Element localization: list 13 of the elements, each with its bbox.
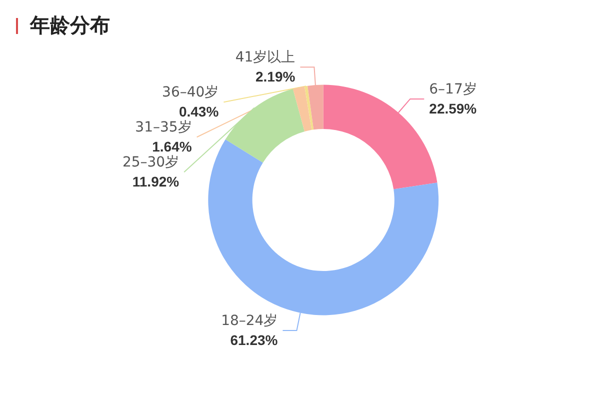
data-label: 0.43% [178,104,220,120]
slice-label: 36–40岁 [162,84,219,101]
data-label: 1.64% [152,138,192,155]
data-label: 22.59% [429,100,478,116]
chart-title: 年龄分布 [30,12,110,39]
data-label: 2.19% [256,68,296,85]
data-label: 11.92% [132,174,180,190]
slice-label: 31–35岁 [135,120,192,136]
slice-label: 6–17岁 [429,81,477,98]
slice-label: 41岁以上 [235,50,296,66]
slice-label: 25–30岁 [122,154,180,171]
data-label: 61.23% [230,332,278,348]
slice-label: 18–24岁 [221,313,278,330]
